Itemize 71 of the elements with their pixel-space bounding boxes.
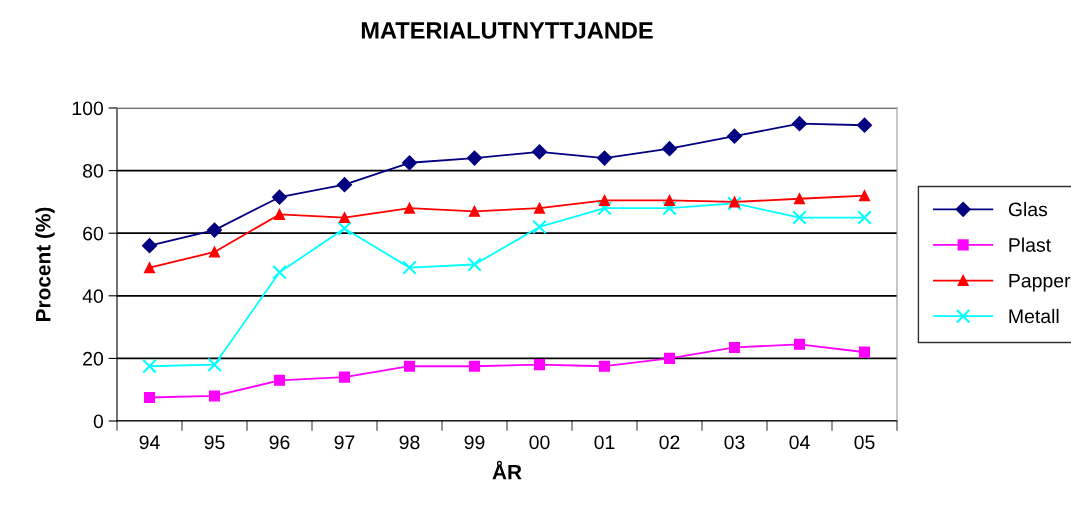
- point: [337, 221, 352, 236]
- point: [273, 374, 286, 386]
- y-tick-label: 40: [82, 289, 104, 304]
- x-tick-label: 97: [334, 435, 355, 450]
- point: [143, 391, 156, 404]
- point: [793, 193, 806, 205]
- point: [271, 189, 288, 205]
- point: [662, 200, 677, 216]
- point: [141, 238, 158, 254]
- point: [793, 338, 806, 350]
- legend-label: Papper: [1009, 273, 1071, 292]
- point: [533, 359, 546, 371]
- point: [597, 200, 612, 216]
- chart-title: MATERIALUTNYTTJANDE: [361, 22, 653, 39]
- legend-label: Metall: [1009, 308, 1059, 324]
- point: [403, 202, 416, 214]
- point: [531, 144, 548, 160]
- y-tick-label: 100: [72, 101, 104, 116]
- y-tick-label: 80: [83, 164, 104, 178]
- x-tick-label: 94: [139, 435, 160, 450]
- y-tick-label: 0: [93, 414, 104, 429]
- x-tick-label: 02: [659, 435, 680, 450]
- point: [728, 341, 741, 354]
- x-tick-label: 00: [529, 435, 550, 450]
- point: [402, 260, 417, 275]
- point: [792, 210, 807, 225]
- point: [336, 177, 353, 193]
- x-tick-label: 96: [269, 435, 290, 450]
- y-axis-title: Procent (%): [35, 207, 55, 321]
- point: [661, 141, 678, 157]
- point: [598, 360, 611, 372]
- point: [272, 265, 287, 280]
- point: [468, 205, 481, 217]
- point: [598, 194, 611, 206]
- point: [142, 358, 157, 374]
- y-tick-label: 60: [83, 226, 104, 241]
- point: [338, 371, 351, 383]
- point: [467, 257, 482, 272]
- x-tick-label: 95: [204, 435, 225, 450]
- point: [468, 360, 481, 372]
- point: [206, 222, 223, 238]
- point: [856, 117, 873, 133]
- legend-label: Glas: [1008, 202, 1048, 217]
- legend-label: Plast: [1009, 237, 1051, 252]
- point: [207, 357, 222, 372]
- y-tick-label: 20: [83, 351, 104, 366]
- point: [791, 116, 808, 132]
- point: [858, 346, 871, 358]
- x-tick-label: 99: [464, 435, 485, 450]
- x-axis-title: ÅR: [492, 460, 522, 480]
- x-tick-label: 03: [724, 435, 745, 450]
- point: [726, 128, 743, 144]
- point: [273, 208, 286, 220]
- point: [466, 150, 483, 166]
- point: [532, 219, 547, 235]
- point: [663, 352, 676, 364]
- point: [338, 211, 351, 224]
- point: [403, 360, 416, 372]
- point: [208, 390, 221, 402]
- point: [401, 155, 418, 171]
- point: [143, 262, 156, 274]
- point: [858, 190, 871, 202]
- x-tick-label: 01: [594, 435, 615, 450]
- point: [533, 202, 546, 214]
- point: [208, 246, 221, 258]
- x-tick-label: 98: [399, 435, 420, 450]
- point: [596, 150, 613, 166]
- point: [857, 210, 872, 225]
- x-tick-label: 04: [789, 435, 810, 450]
- point: [663, 194, 676, 206]
- x-tick-label: 05: [854, 435, 875, 450]
